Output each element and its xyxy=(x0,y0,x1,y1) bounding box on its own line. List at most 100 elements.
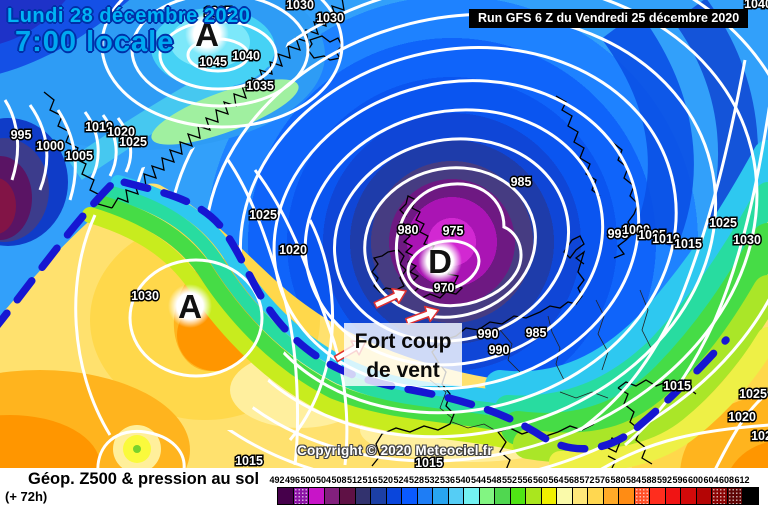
pressure-label: 1040 xyxy=(744,0,768,11)
legend-tick-label: 568 xyxy=(563,475,580,485)
legend-color-cell xyxy=(416,487,433,505)
model-run-label: Run GFS 6 Z du Vendredi 25 décembre 2020 xyxy=(469,9,749,28)
legend-color-cell xyxy=(277,487,294,505)
legend-color-cell xyxy=(478,487,495,505)
pressure-center-letter: A xyxy=(195,16,219,53)
legend-tick-label: 600 xyxy=(687,475,704,485)
legend-color-cell xyxy=(711,487,728,505)
legend-color-cell xyxy=(633,487,650,505)
legend-color-cell xyxy=(447,487,464,505)
legend-tick-label: 532 xyxy=(424,475,440,485)
pressure-label: 985 xyxy=(526,326,547,340)
pressure-label: 1010 xyxy=(85,120,113,134)
legend-color-cell xyxy=(432,487,449,505)
legend-color-cell xyxy=(695,487,712,505)
legend-tick-label: 504 xyxy=(315,475,332,485)
transition-color-bands xyxy=(82,140,768,468)
legend-color-cell xyxy=(556,487,573,505)
legend-tick-label: 576 xyxy=(594,475,611,485)
legend-color-cell xyxy=(587,487,604,505)
legend-tick-label: 588 xyxy=(641,475,657,485)
legend-tick-label: 520 xyxy=(377,475,394,485)
legend-tick-label: 584 xyxy=(625,475,642,485)
geopotential-pressure-map: AAD 103510301030104510401035104099510001… xyxy=(0,0,768,468)
legend-color-cell xyxy=(618,487,635,505)
legend-tick-label: 516 xyxy=(362,475,378,485)
pressure-label: 975 xyxy=(443,224,464,238)
legend-color-cell xyxy=(680,487,697,505)
legend-tick-label: 612 xyxy=(734,475,750,485)
legend-color-cell xyxy=(571,487,588,505)
legend-tick-label: 592 xyxy=(656,475,673,485)
legend-color-cell xyxy=(370,487,387,505)
legend-color-cell xyxy=(726,487,743,505)
pressure-center-letter: D xyxy=(428,243,452,280)
storm-warning-line2: de vent xyxy=(366,359,440,383)
legend-color-cell xyxy=(649,487,666,505)
legend-tick-label: 540 xyxy=(455,475,471,485)
legend-tick-label: 492 xyxy=(269,475,285,485)
pressure-label: 1015 xyxy=(235,454,263,468)
copyright-label: Copyright © 2020 Meteociel.fr xyxy=(297,443,493,458)
legend-tick-label: 556 xyxy=(517,475,533,485)
pressure-label: 1030 xyxy=(131,289,159,303)
legend-tick-label: 524 xyxy=(393,475,409,485)
pressure-label: 1025 xyxy=(751,429,768,443)
pressure-label: 1020 xyxy=(728,410,756,424)
legend-tick-label: 564 xyxy=(548,475,564,485)
legend-tick-label: 508 xyxy=(331,475,347,485)
legend-color-cell xyxy=(525,487,542,505)
legend-color-cell xyxy=(540,487,557,505)
pressure-label: 985 xyxy=(511,175,532,189)
footer-bar: Géop. Z500 & pression au sol (+ 72h) 492… xyxy=(0,468,768,512)
pressure-center-glow xyxy=(418,239,462,283)
legend-color-cell xyxy=(602,487,619,505)
legend-tick-label: 560 xyxy=(532,475,549,485)
legend-color-cell xyxy=(742,487,759,505)
pressure-label: 1015 xyxy=(674,237,702,251)
pressure-label: 1020 xyxy=(279,243,307,257)
pressure-label: 1010 xyxy=(652,232,680,246)
legend-tick-label: 608 xyxy=(718,475,735,485)
isobar-contours-extra xyxy=(3,0,768,468)
valid-date-label: Lundi 28 décembre 2020 xyxy=(7,5,251,27)
legend-color-cell xyxy=(664,487,681,505)
pressure-label: 1015 xyxy=(415,456,443,468)
legend-color-cell xyxy=(308,487,325,505)
legend-color-cell xyxy=(463,487,480,505)
forecast-hour-label: (+ 72h) xyxy=(5,489,48,504)
pressure-label: 1030 xyxy=(733,233,761,247)
pressure-label: 1040 xyxy=(232,49,260,63)
legend-color-cell xyxy=(494,487,511,505)
legend-tick-label: 544 xyxy=(470,475,487,485)
pressure-label: 970 xyxy=(434,281,455,295)
pressure-label: 1000 xyxy=(622,223,650,237)
pressure-label: 980 xyxy=(398,223,419,237)
valid-time-label: 7:00 locale xyxy=(15,26,175,58)
legend-tick-label: 548 xyxy=(486,475,502,485)
legend-tick-label: 552 xyxy=(501,475,518,485)
legend-color-cell xyxy=(401,487,418,505)
legend-tick-label: 500 xyxy=(300,475,316,485)
pressure-label: 1005 xyxy=(638,228,666,242)
legend-color-cell xyxy=(292,487,309,505)
pressure-label: 1025 xyxy=(249,208,277,222)
legend-color-cell xyxy=(354,487,371,505)
legend-tick-label: 604 xyxy=(703,475,719,485)
pressure-label: 990 xyxy=(478,327,499,341)
map-title: Géop. Z500 & pression au sol xyxy=(28,470,260,488)
pressure-center-letter: A xyxy=(178,288,202,325)
pressure-label: 1000 xyxy=(36,139,64,153)
color-scale-legend: 492 496 500 504 508 512 516 520 524 528 532 536 540 5… xyxy=(269,475,765,511)
storm-warning-annotation: Fort coup de vent xyxy=(344,323,462,386)
pressure-label: 995 xyxy=(608,227,629,241)
pressure-label: 990 xyxy=(489,343,510,357)
pressure-label: 1025 xyxy=(739,387,767,401)
storm-warning-line1: Fort coup xyxy=(354,330,452,353)
legend-color-cell xyxy=(339,487,356,505)
legend-tick-label: 596 xyxy=(672,475,688,485)
legend-tick-label: 580 xyxy=(610,475,626,485)
pressure-label: 1030 xyxy=(286,0,314,12)
pressure-label: 1005 xyxy=(65,149,93,163)
